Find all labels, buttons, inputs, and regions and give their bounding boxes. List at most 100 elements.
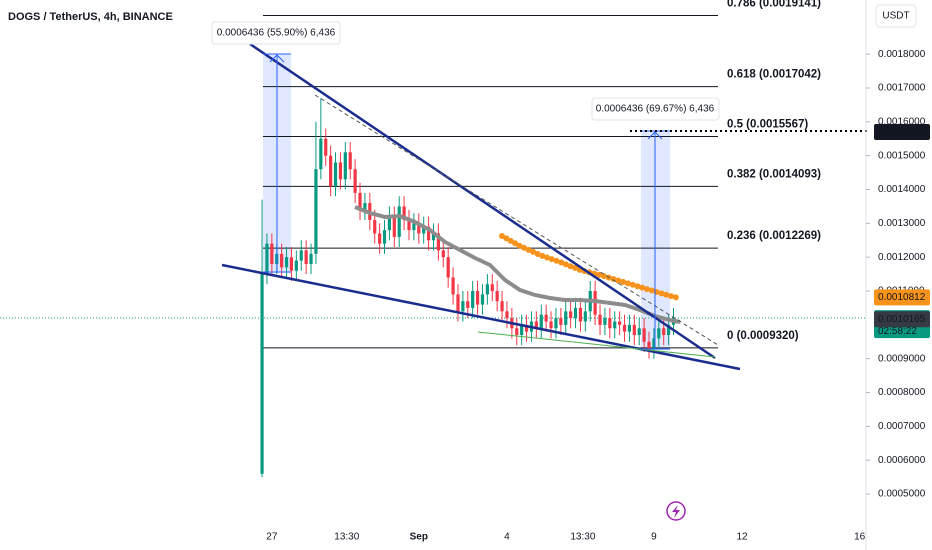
y-tick-label: 0.0013000 xyxy=(878,218,926,229)
candle-body xyxy=(627,324,632,332)
candle-body xyxy=(358,192,362,210)
candle-body xyxy=(260,274,264,474)
price-axis: 0.0018000 0.0017000 0.0016000 0.0015000 0.00… xyxy=(866,49,930,500)
price-badge-label: 0.0010165 xyxy=(878,314,926,325)
y-tick-label: 0.0005000 xyxy=(878,489,926,500)
currency-button[interactable] xyxy=(875,4,917,28)
trendline-upper xyxy=(249,42,716,360)
candle-body xyxy=(569,311,573,319)
candle-body xyxy=(343,152,347,180)
candle-body xyxy=(524,324,529,332)
candle-body xyxy=(598,314,602,325)
y-tick-label: 0.0016000 xyxy=(878,116,926,127)
fib-label: 0.786 (0.0019141) xyxy=(727,0,821,10)
candle-body xyxy=(637,328,641,336)
candle-body xyxy=(294,260,298,271)
price-badge xyxy=(874,311,930,328)
fib-label: 0.5 (0.0015567) xyxy=(727,119,808,131)
currency: USDT xyxy=(882,11,909,22)
y-tick-label: 0.0015000 xyxy=(878,150,926,161)
candle-body xyxy=(622,324,627,332)
candle-body xyxy=(289,257,294,271)
candle-body xyxy=(544,314,548,322)
y-tick-label: 0.0018000 xyxy=(878,49,926,60)
measure-label-box xyxy=(591,97,720,121)
candle-body xyxy=(382,230,387,244)
candle-body xyxy=(549,321,553,329)
candle-body xyxy=(485,284,489,295)
lightning xyxy=(672,505,680,518)
y-tick-label: 0.0017000 xyxy=(878,83,926,94)
candle-body xyxy=(475,291,480,305)
candle-body xyxy=(583,311,587,322)
candle-body xyxy=(471,291,475,308)
x-tick-label: 16 xyxy=(854,532,866,543)
candle-body xyxy=(348,152,352,170)
candle-body xyxy=(402,206,406,220)
x-tick-label: 4 xyxy=(504,532,510,543)
candle-body xyxy=(397,206,401,237)
candle-body xyxy=(373,219,377,234)
drawings: 0.0006436 (55.90%) 6,436 0.0006436 (69.6… xyxy=(211,21,868,521)
candle-body xyxy=(573,307,578,319)
measure-label-box xyxy=(211,21,341,45)
fib-label: 0 (0.0009320) xyxy=(727,330,799,342)
candle-body xyxy=(632,324,636,336)
trendline-green xyxy=(477,331,716,358)
y-tick-label: 0.0007000 xyxy=(878,421,926,432)
candle-body xyxy=(412,223,416,231)
candle-body xyxy=(451,277,455,295)
candle-body xyxy=(461,301,465,312)
candle-body xyxy=(495,291,499,302)
candle-body xyxy=(378,233,382,244)
measure-arrowhead xyxy=(269,54,285,63)
fib-label: 0.382 (0.0014093) xyxy=(727,168,821,180)
countdown: 02:58:22 xyxy=(878,326,917,337)
candle-body xyxy=(363,203,367,210)
candle-body xyxy=(431,233,436,241)
candle-body xyxy=(667,324,671,336)
candle-body xyxy=(657,328,661,339)
candle-body xyxy=(422,226,426,234)
y-tick-label: 0.0008000 xyxy=(878,387,926,398)
candle-body xyxy=(329,155,333,187)
candle-body xyxy=(559,318,563,325)
price-badge-label: 0.0015700 xyxy=(878,127,926,138)
candle-body xyxy=(299,250,303,261)
candle-body xyxy=(309,253,313,264)
candle-body xyxy=(436,233,440,251)
price-badge-label: 0.0010812 xyxy=(878,292,926,303)
fib-label: 0.618 (0.0017042) xyxy=(727,69,821,81)
candle-body xyxy=(446,257,450,278)
candle-body xyxy=(333,162,338,187)
candle-body xyxy=(284,257,289,268)
y-tick-label: 0.0014000 xyxy=(878,184,926,195)
x-tick-label: 27 xyxy=(266,532,278,543)
moving-average xyxy=(354,205,681,324)
candle-body xyxy=(652,338,656,349)
candle-body xyxy=(480,294,485,305)
candle-body xyxy=(520,324,524,336)
symbol-title: DOGS / TetherUS, 4h, BINANCE xyxy=(8,11,173,23)
candle-body xyxy=(353,169,357,193)
x-tick-label: Sep xyxy=(410,532,428,543)
candle-body xyxy=(319,138,323,170)
candle-body xyxy=(338,162,343,180)
y-tick-label: 0.0006000 xyxy=(878,455,926,466)
candle-body xyxy=(314,169,318,254)
candle-body xyxy=(534,321,538,329)
candle-body xyxy=(515,328,519,336)
candle-body xyxy=(603,318,607,325)
candle-body xyxy=(324,138,328,156)
candle-body xyxy=(441,250,445,258)
candle-body xyxy=(642,328,646,342)
x-tick-label: 12 xyxy=(737,532,749,543)
y-tick-label: 0.0009000 xyxy=(878,353,926,364)
trendline-lower xyxy=(221,263,741,371)
candle-body xyxy=(662,328,666,336)
candle-body xyxy=(608,318,612,329)
candle-body xyxy=(387,216,392,231)
candle-body xyxy=(270,243,274,264)
